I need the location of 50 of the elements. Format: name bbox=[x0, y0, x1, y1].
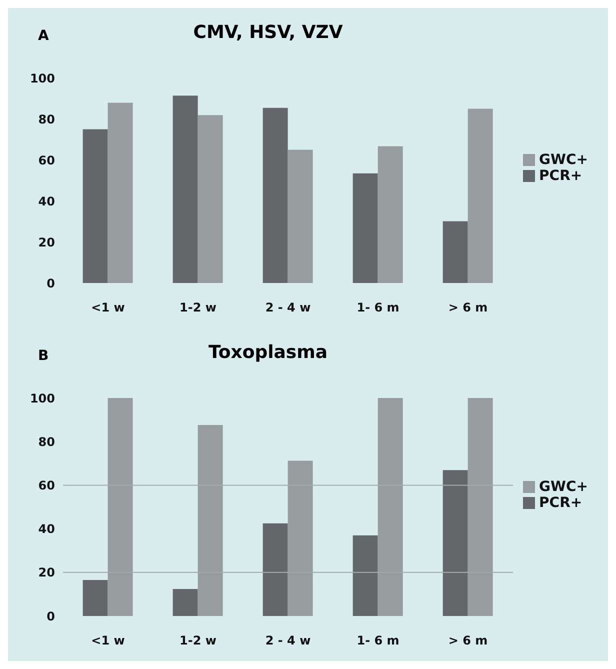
text: A bbox=[38, 28, 49, 44]
y-tick-label: 40 bbox=[38, 522, 55, 536]
bar bbox=[198, 115, 223, 283]
bar bbox=[172, 96, 198, 283]
x-tick-label: 2 - 4 w bbox=[265, 300, 311, 315]
bar bbox=[468, 108, 493, 283]
y-tick-label: 20 bbox=[38, 566, 55, 580]
bar bbox=[262, 108, 288, 283]
bar bbox=[352, 535, 378, 616]
x-tick-label: 1- 6 m bbox=[356, 300, 400, 315]
y-tick-label: 20 bbox=[38, 235, 55, 250]
bar bbox=[468, 398, 493, 616]
y-tick-label: 0 bbox=[46, 609, 55, 624]
x-tick-label: 1-2 w bbox=[180, 634, 216, 648]
x-tick-label: 1- 6 m bbox=[356, 634, 400, 648]
chart-title: Toxoplasma bbox=[208, 342, 328, 363]
y-tick-label: 80 bbox=[38, 434, 55, 449]
bar bbox=[172, 588, 198, 616]
bar bbox=[82, 580, 108, 616]
x-tick-label: 2 - 4 w bbox=[265, 634, 311, 648]
bar bbox=[442, 470, 468, 616]
bar bbox=[262, 523, 288, 616]
x-tick-label: 1-2 w bbox=[180, 300, 216, 315]
bar bbox=[288, 150, 313, 283]
bar bbox=[352, 173, 378, 283]
y-tick-label: 60 bbox=[38, 153, 55, 168]
x-tick-label: <1 w bbox=[91, 300, 125, 315]
y-tick-label: 80 bbox=[38, 112, 55, 126]
bar bbox=[442, 221, 468, 283]
y-tick-label: 40 bbox=[38, 194, 55, 208]
bar bbox=[198, 425, 223, 616]
legend-label: PCR+ bbox=[539, 168, 582, 184]
bar bbox=[288, 460, 313, 616]
legend-label: GWC+ bbox=[539, 478, 588, 494]
y-tick-label: 60 bbox=[38, 478, 55, 492]
bar bbox=[378, 398, 403, 616]
text: B bbox=[38, 348, 49, 364]
bar bbox=[108, 398, 133, 616]
chart-title: CMV, HSV, VZV bbox=[193, 22, 343, 43]
bar bbox=[82, 129, 108, 283]
bar bbox=[108, 102, 133, 283]
legend-label: GWC+ bbox=[539, 152, 588, 168]
y-tick-label: 100 bbox=[30, 391, 55, 406]
bar bbox=[378, 146, 403, 283]
y-tick-label: 0 bbox=[46, 276, 55, 290]
y-tick-label: 100 bbox=[30, 71, 55, 86]
x-tick-label: <1 w bbox=[91, 634, 125, 648]
x-tick-label: > 6 m bbox=[448, 634, 488, 648]
legend-label: PCR+ bbox=[539, 494, 582, 510]
x-tick-label: > 6 m bbox=[448, 300, 488, 315]
